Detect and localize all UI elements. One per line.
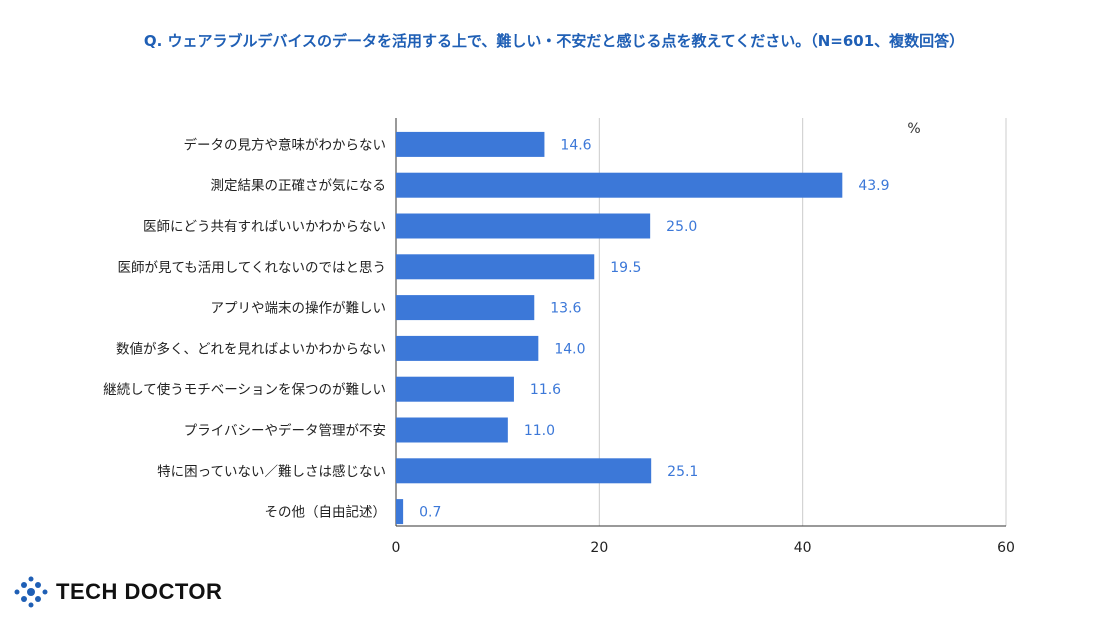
bar (396, 499, 404, 525)
category-label: 継続して使うモチベーションを保つのが難しい (103, 381, 386, 398)
data-label: 14.6 (560, 137, 591, 153)
data-label: 14.0 (554, 341, 585, 357)
logo-text: TECH DOCTOR (56, 579, 223, 604)
category-label: アプリや端末の操作が難しい (211, 301, 387, 317)
data-label: 25.0 (666, 219, 697, 235)
x-tick-label: 40 (794, 540, 812, 556)
category-label: その他（自由記述） (265, 504, 387, 521)
data-label: 11.6 (530, 382, 561, 398)
data-label: 11.0 (524, 423, 555, 439)
category-label: 医師が見ても活用してくれないのではと思う (117, 260, 386, 276)
category-label: 測定結果の正確さが気になる (211, 178, 387, 194)
data-label: 13.6 (550, 301, 581, 317)
bar (396, 172, 843, 198)
x-tick-label: 60 (997, 540, 1015, 556)
bar (396, 335, 539, 361)
category-label: 医師にどう共有すればいいかわからない (143, 219, 386, 235)
category-label: 数値が多く、どれを見ればよいかわからない (116, 340, 386, 357)
bar (396, 295, 535, 321)
tech-doctor-logo: TECH DOCTOR (14, 576, 222, 608)
category-label: プライバシーやデータ管理が不安 (184, 422, 386, 439)
bar (396, 417, 508, 443)
x-tick-label: 0 (392, 540, 401, 556)
bar (396, 131, 545, 157)
bar (396, 376, 514, 402)
category-label: データの見方や意味がわからない (184, 136, 387, 153)
bar (396, 458, 652, 484)
data-label: 19.5 (610, 260, 641, 276)
bar (396, 213, 651, 239)
data-label: 43.9 (858, 178, 889, 194)
category-label: 特に困っていない／難しさは感じない (157, 463, 386, 480)
unit-label: % (907, 121, 920, 137)
bar (396, 254, 595, 280)
x-tick-label: 20 (590, 540, 608, 556)
chart-title: Q. ウェアラブルデバイスのデータを活用する上で、難しい・不安だと感じる点を教え… (143, 32, 965, 50)
logo-icon (14, 576, 48, 608)
data-label: 25.1 (667, 464, 698, 480)
data-label: 0.7 (419, 505, 441, 521)
